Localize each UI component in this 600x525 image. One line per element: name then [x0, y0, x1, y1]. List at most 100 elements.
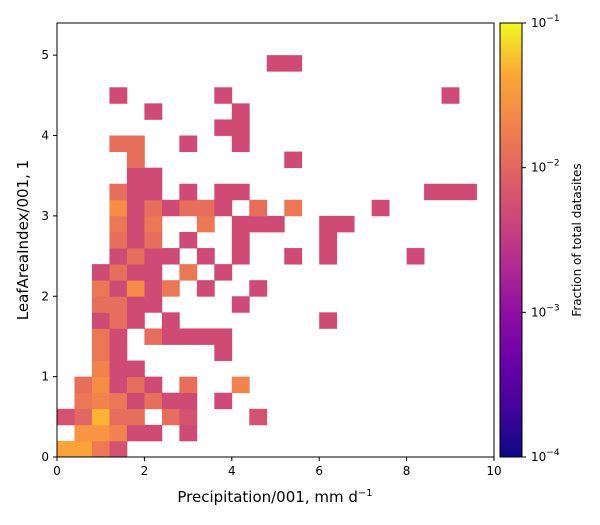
- heatmap-cell: [109, 296, 128, 313]
- heatmap-cell: [126, 360, 145, 378]
- heatmap-cell: [249, 280, 268, 297]
- y-tick-label: 4: [41, 129, 49, 143]
- heatmap-cell: [126, 408, 145, 426]
- heatmap-cell: [109, 280, 128, 297]
- heatmap-cell: [109, 183, 128, 201]
- heatmap-cell: [144, 264, 163, 281]
- heatmap-cell: [126, 183, 145, 201]
- heatmap-cell: [109, 392, 128, 410]
- heatmap-cell: [126, 424, 145, 442]
- heatmap-cell: [144, 280, 163, 297]
- heatmap-cell: [214, 199, 233, 217]
- heatmap-cell: [231, 135, 250, 152]
- heatmap-cell: [161, 312, 180, 329]
- heatmap-cell: [161, 408, 180, 426]
- heatmap-cell: [424, 183, 442, 201]
- heatmap-cell: [91, 440, 110, 458]
- heatmap-cell: [91, 408, 110, 426]
- heatmap-cell: [126, 135, 145, 152]
- colorbar-tick-base: 10: [531, 450, 546, 464]
- heatmap-cell: [179, 231, 198, 249]
- heatmap-cell: [91, 424, 110, 442]
- heatmap-cell: [91, 344, 110, 361]
- heatmap-cell: [319, 248, 338, 265]
- heatmap-cell: [74, 376, 93, 394]
- y-tick-label: 5: [41, 48, 49, 62]
- heatmap-cell: [231, 231, 250, 249]
- heatmap-cell: [459, 183, 477, 201]
- heatmap-cell: [109, 440, 128, 458]
- plot-area-frame: [56, 22, 495, 458]
- y-tick-label: 2: [41, 289, 49, 303]
- x-tick-label: 10: [486, 464, 501, 478]
- heatmap-cell: [231, 183, 250, 201]
- heatmap-cell: [214, 264, 233, 281]
- heatmap-cell: [91, 280, 110, 297]
- heatmap-cell: [126, 312, 145, 329]
- heatmap-cell: [371, 199, 390, 217]
- heatmap-cell: [319, 312, 338, 329]
- heatmap-cell: [144, 248, 163, 265]
- heatmap-cell: [179, 264, 198, 281]
- heatmap-cell: [319, 231, 338, 249]
- heatmap-cell: [144, 215, 163, 233]
- colorbar-tick-label: 10−4: [531, 448, 560, 464]
- heatmap-cell: [284, 199, 303, 217]
- x-tick-label: 0: [53, 464, 61, 478]
- colorbar-label: Fraction of total datasites: [570, 163, 584, 316]
- colorbar-tick-exponent: −4: [546, 448, 560, 458]
- heatmap-cell: [126, 248, 145, 265]
- x-tick-label: 4: [228, 464, 236, 478]
- heatmap-cells: [57, 55, 477, 458]
- colorbar-tick-base: 10: [531, 161, 546, 175]
- heatmap-cell: [144, 103, 163, 120]
- heatmap-cell: [214, 344, 233, 361]
- heatmap-cell: [126, 264, 145, 281]
- heatmap-cell: [266, 215, 285, 233]
- heatmap-cell: [91, 392, 110, 410]
- heatmap-cell: [179, 408, 198, 426]
- heatmap-cell: [214, 392, 233, 410]
- heatmap-cell: [109, 312, 128, 329]
- heatmap-cell: [249, 215, 268, 233]
- heatmap-cell: [109, 248, 128, 265]
- heatmap-cell: [284, 151, 303, 169]
- heatmap-cell: [441, 183, 460, 201]
- heatmap-cell: [91, 296, 110, 313]
- x-axis-ticks: 0 2 4 6 8 10: [53, 457, 502, 478]
- heatmap-cell: [57, 408, 75, 426]
- heatmap-cell: [126, 296, 145, 313]
- heatmap-cell: [231, 103, 250, 120]
- heatmap-cell: [161, 199, 180, 217]
- y-tick-label: 3: [41, 209, 49, 223]
- heatmap-cell: [91, 328, 110, 345]
- heatmap-cell: [109, 215, 128, 233]
- heatmap-cell: [91, 312, 110, 329]
- heatmap-cell: [231, 215, 250, 233]
- heatmap-cell: [74, 440, 93, 458]
- y-axis-ticks: 0 1 2 3 4 5: [41, 48, 57, 464]
- heatmap-cell: [109, 360, 128, 378]
- heatmap-cell: [406, 248, 425, 265]
- x-axis-label-superscript: −1: [358, 488, 373, 499]
- heatmap-cell: [179, 183, 198, 201]
- heatmap-cell: [249, 199, 268, 217]
- heatmap-cell: [126, 151, 145, 169]
- heatmap-cell: [109, 231, 128, 249]
- heatmap-cell: [179, 135, 198, 152]
- heatmap-cell: [74, 392, 93, 410]
- heatmap-cell: [91, 376, 110, 394]
- heatmap-cell: [179, 199, 198, 217]
- heatmap-cell: [231, 376, 250, 394]
- heatmap-cell: [109, 87, 128, 104]
- heatmap-cell: [109, 408, 128, 426]
- heatmap-cell: [109, 344, 128, 361]
- heatmap-cell: [179, 328, 198, 345]
- colorbar-tick-label: 10−1: [531, 14, 560, 30]
- heatmap-cell: [109, 264, 128, 281]
- heatmap-cell: [144, 296, 163, 313]
- heatmap-cell: [144, 392, 163, 410]
- x-tick-label: 8: [403, 464, 411, 478]
- heatmap-cell: [126, 167, 145, 185]
- colorbar-tick-label: 10−2: [531, 159, 560, 175]
